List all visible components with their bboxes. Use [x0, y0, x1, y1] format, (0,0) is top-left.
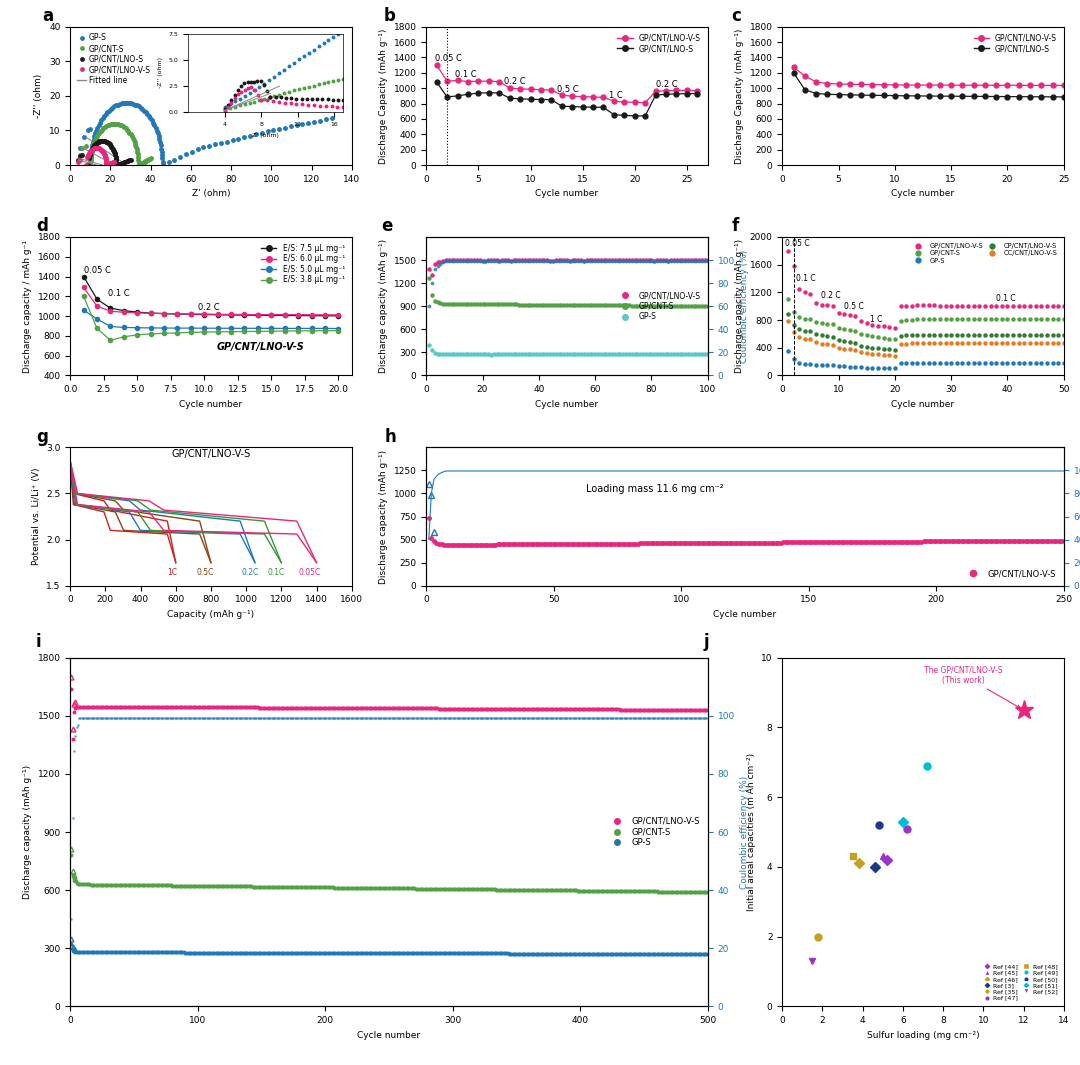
Text: j: j — [703, 634, 710, 651]
Text: 0.05 C: 0.05 C — [83, 265, 110, 275]
X-axis label: Cycle number: Cycle number — [714, 610, 777, 619]
Text: e: e — [381, 217, 392, 235]
Legend: GP/CNT/LNO-V-S, GP/CNT-S, GP-S: GP/CNT/LNO-V-S, GP/CNT-S, GP-S — [605, 814, 703, 851]
X-axis label: Cycle number: Cycle number — [536, 399, 598, 409]
Text: 1 C: 1 C — [609, 92, 622, 100]
Text: 1C: 1C — [167, 568, 177, 576]
Text: GP/CNT/LNO-V-S: GP/CNT/LNO-V-S — [217, 343, 305, 353]
Y-axis label: Coulombic efficiency (%): Coulombic efficiency (%) — [740, 775, 750, 888]
Y-axis label: Discharge Capacity (mAh g⁻¹): Discharge Capacity (mAh g⁻¹) — [379, 28, 388, 164]
Y-axis label: Potential vs. Li/Li⁺ (V): Potential vs. Li/Li⁺ (V) — [31, 468, 41, 566]
Legend: GP/CNT/LNO-V-S, GP/CNT/LNO-S: GP/CNT/LNO-V-S, GP/CNT/LNO-S — [615, 31, 704, 56]
Text: 0.1C: 0.1C — [268, 568, 285, 576]
X-axis label: Cycle number: Cycle number — [891, 190, 955, 198]
Text: 0.1 C: 0.1 C — [796, 275, 816, 283]
Text: 0.5 C: 0.5 C — [556, 85, 578, 94]
Text: 0.1 C: 0.1 C — [108, 290, 130, 298]
Text: d: d — [37, 217, 49, 235]
Text: i: i — [36, 634, 41, 651]
Text: b: b — [384, 7, 396, 26]
Legend: GP/CNT/LNO-V-S: GP/CNT/LNO-V-S — [961, 566, 1059, 581]
Text: 0.2C: 0.2C — [241, 568, 258, 576]
Y-axis label: Discharge capacity (mAh g⁻¹): Discharge capacity (mAh g⁻¹) — [735, 240, 744, 373]
Y-axis label: Coulombic efficiency (%): Coulombic efficiency (%) — [740, 249, 750, 363]
X-axis label: Capacity (mAh g⁻¹): Capacity (mAh g⁻¹) — [167, 610, 255, 619]
X-axis label: Z' (ohm): Z' (ohm) — [192, 190, 230, 198]
X-axis label: Cycle number: Cycle number — [891, 399, 955, 409]
Text: GP/CNT/LNO-V-S: GP/CNT/LNO-V-S — [172, 449, 251, 459]
Text: c: c — [731, 7, 742, 26]
X-axis label: Cycle number: Cycle number — [536, 190, 598, 198]
Legend: GP-S, GP/CNT-S, GP/CNT/LNO-S, GP/CNT/LNO-V-S, Fitted line: GP-S, GP/CNT-S, GP/CNT/LNO-S, GP/CNT/LNO… — [75, 31, 153, 87]
Y-axis label: Discharge Capacity (mAh g⁻¹): Discharge Capacity (mAh g⁻¹) — [735, 28, 744, 164]
X-axis label: Sulfur loading (mg cm⁻²): Sulfur loading (mg cm⁻²) — [867, 1031, 980, 1039]
Y-axis label: Discharge capacity (mAh g⁻¹): Discharge capacity (mAh g⁻¹) — [379, 449, 388, 584]
Text: 0.05C: 0.05C — [298, 568, 321, 576]
Text: 0.2 C: 0.2 C — [656, 80, 677, 88]
Text: 0.1 C: 0.1 C — [996, 294, 1016, 304]
X-axis label: Cycle number: Cycle number — [357, 1031, 420, 1039]
Text: h: h — [384, 428, 396, 446]
Text: g: g — [37, 428, 49, 446]
Y-axis label: Initial areal capacities (m Ah cm⁻²): Initial areal capacities (m Ah cm⁻²) — [746, 753, 756, 912]
Y-axis label: Discharge capacity (mAh g⁻¹): Discharge capacity (mAh g⁻¹) — [23, 765, 32, 899]
Text: 0.2 C: 0.2 C — [821, 291, 840, 300]
Legend: Ref [44], Ref [45], Ref [46], Ref [3], Ref [35], Ref [47], Ref [48], Ref [49], R: Ref [44], Ref [45], Ref [46], Ref [3], R… — [977, 962, 1061, 1003]
Text: Loading mass 11.6 mg cm⁻²: Loading mass 11.6 mg cm⁻² — [585, 484, 724, 493]
Text: The GP/CNT/LNO-V-S
(This work): The GP/CNT/LNO-V-S (This work) — [924, 666, 1021, 708]
Y-axis label: Discharge capacity / mAh g⁻¹: Discharge capacity / mAh g⁻¹ — [23, 240, 32, 373]
Text: 0.1 C: 0.1 C — [456, 69, 477, 79]
Legend: E/S: 7.5 μL mg⁻¹, E/S: 6.0 μL mg⁻¹, E/S: 5.0 μL mg⁻¹, E/S: 3.8 μL mg⁻¹: E/S: 7.5 μL mg⁻¹, E/S: 6.0 μL mg⁻¹, E/S:… — [258, 241, 348, 288]
Text: 1 C: 1 C — [869, 315, 882, 324]
Text: 0.2 C: 0.2 C — [504, 78, 526, 86]
Text: 0.5C: 0.5C — [197, 568, 214, 576]
Text: a: a — [42, 7, 53, 26]
Legend: GP/CNT/LNO-V-S, GP/CNT-S, GP-S, CP/CNT/LNO-V-S, CC/CNT/LNO-V-S: GP/CNT/LNO-V-S, GP/CNT-S, GP-S, CP/CNT/L… — [908, 241, 1061, 266]
Text: 0.05 C: 0.05 C — [434, 54, 461, 63]
Y-axis label: Discharge capacity (mAh g⁻¹): Discharge capacity (mAh g⁻¹) — [379, 240, 388, 373]
X-axis label: Cycle number: Cycle number — [179, 399, 243, 409]
Y-axis label: -Z'' (ohm): -Z'' (ohm) — [35, 73, 43, 118]
Legend: GP/CNT/LNO-V-S, GP/CNT/LNO-S: GP/CNT/LNO-V-S, GP/CNT/LNO-S — [971, 31, 1059, 56]
Text: 0.2 C: 0.2 C — [198, 304, 219, 312]
Legend: GP/CNT/LNO-V-S, GP/CNT-S, GP-S: GP/CNT/LNO-V-S, GP/CNT-S, GP-S — [615, 289, 704, 324]
Text: 0.05 C: 0.05 C — [785, 239, 810, 248]
Text: 0.5 C: 0.5 C — [845, 302, 864, 311]
Text: f: f — [731, 217, 739, 235]
